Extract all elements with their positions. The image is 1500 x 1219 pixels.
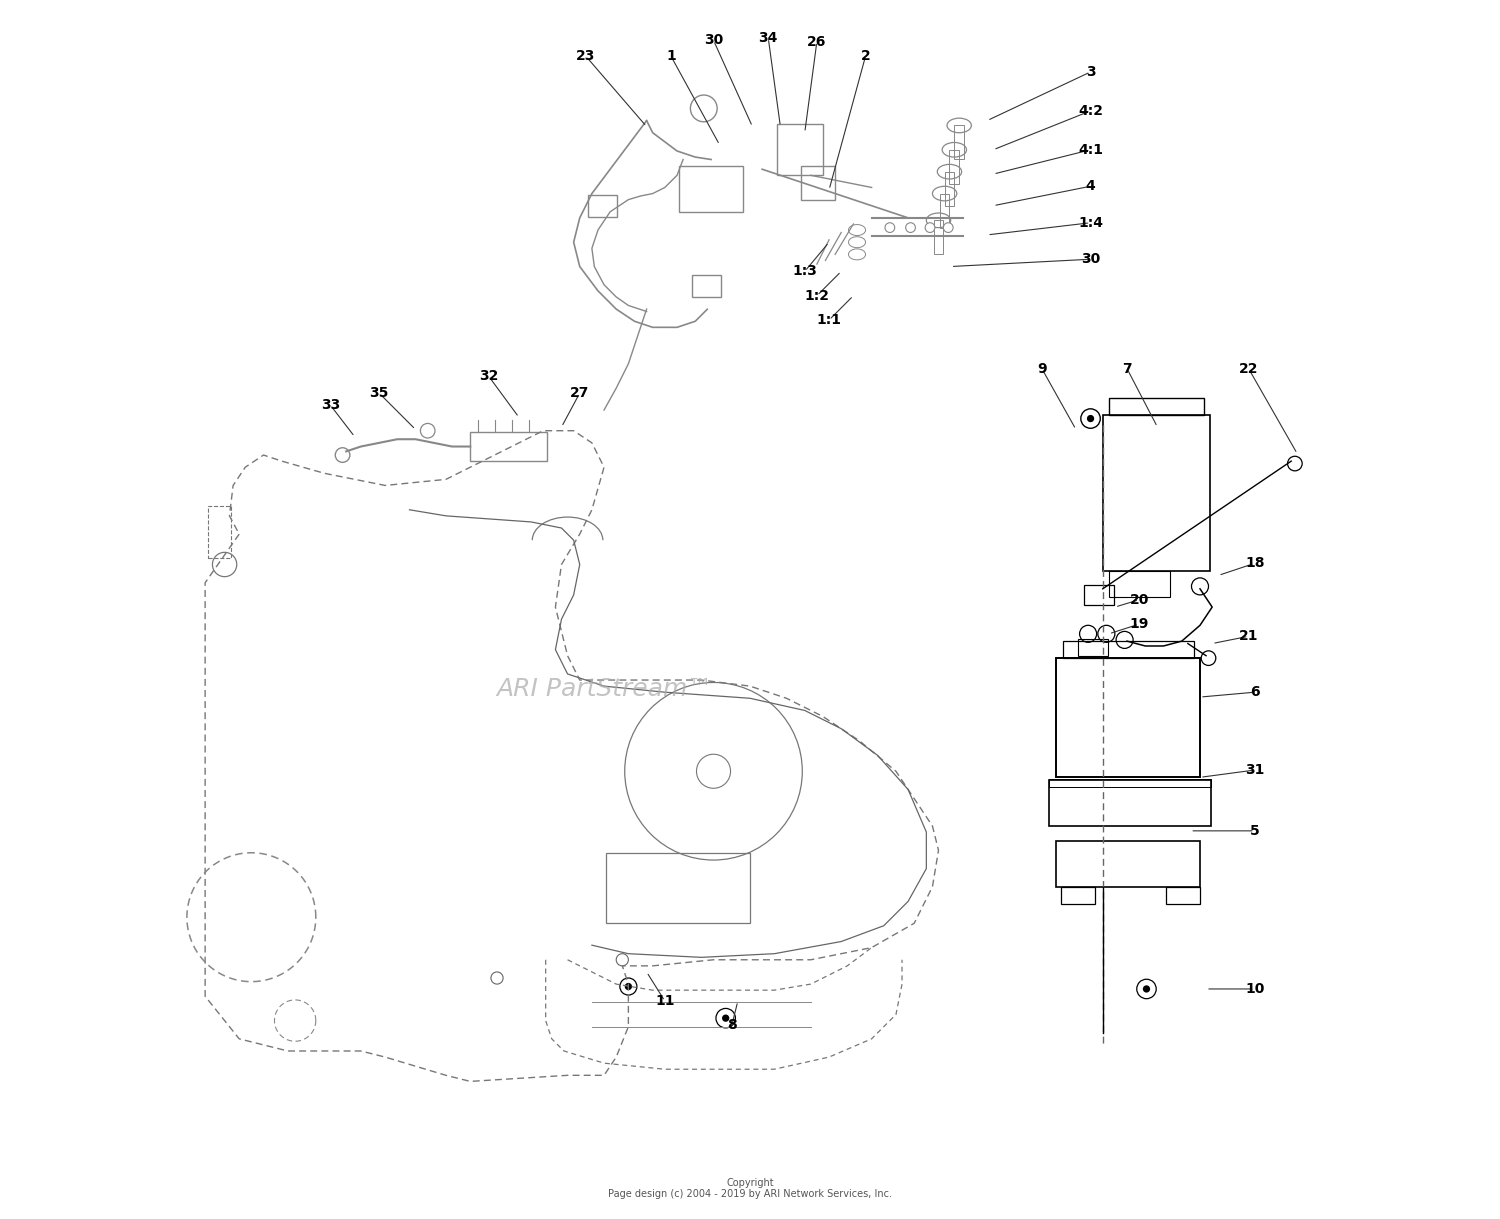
- Bar: [1166, 886, 1200, 903]
- Bar: [950, 150, 958, 184]
- Text: 1:3: 1:3: [792, 265, 818, 278]
- Bar: [1108, 570, 1170, 597]
- Bar: [1056, 658, 1200, 778]
- Text: 33: 33: [321, 399, 340, 412]
- Text: 4:2: 4:2: [1078, 104, 1102, 118]
- Bar: [692, 275, 722, 297]
- Text: 19: 19: [1130, 617, 1149, 631]
- Text: 5: 5: [1250, 824, 1260, 837]
- Text: 26: 26: [807, 34, 826, 49]
- Circle shape: [722, 1014, 729, 1022]
- Bar: [1048, 780, 1211, 826]
- Circle shape: [906, 223, 915, 233]
- Bar: [1102, 414, 1209, 570]
- Text: 20: 20: [1130, 592, 1149, 607]
- Circle shape: [1088, 414, 1094, 422]
- Bar: [1056, 841, 1200, 886]
- Text: 2: 2: [861, 49, 870, 63]
- Text: 27: 27: [570, 386, 590, 400]
- Text: 22: 22: [1239, 362, 1258, 375]
- Bar: [1084, 585, 1113, 605]
- Text: 6: 6: [1250, 685, 1260, 700]
- Bar: [801, 166, 836, 200]
- Text: 30: 30: [1082, 252, 1100, 266]
- Circle shape: [885, 223, 894, 233]
- Text: Copyright
Page design (c) 2004 - 2019 by ARI Network Services, Inc.: Copyright Page design (c) 2004 - 2019 by…: [608, 1178, 892, 1199]
- Bar: [207, 506, 231, 558]
- Text: 31: 31: [1245, 763, 1264, 777]
- Text: 23: 23: [576, 49, 596, 63]
- Text: 8: 8: [728, 1018, 736, 1032]
- Text: 10: 10: [1245, 983, 1264, 996]
- Text: 34: 34: [759, 30, 778, 45]
- Bar: [933, 221, 944, 255]
- Text: 3: 3: [1086, 65, 1095, 79]
- Text: 1:2: 1:2: [804, 289, 830, 302]
- Circle shape: [1143, 985, 1150, 992]
- Text: 1:1: 1:1: [816, 313, 842, 327]
- Bar: [1062, 886, 1095, 903]
- Bar: [954, 126, 964, 160]
- Text: 4: 4: [1086, 179, 1095, 194]
- Bar: [1078, 639, 1107, 656]
- Bar: [471, 432, 548, 461]
- Text: 1: 1: [666, 49, 676, 63]
- Bar: [777, 124, 824, 176]
- Bar: [1062, 641, 1194, 658]
- Text: 32: 32: [478, 369, 498, 383]
- Text: 11: 11: [656, 995, 675, 1008]
- Text: 30: 30: [704, 33, 723, 48]
- Text: 35: 35: [369, 386, 388, 400]
- Circle shape: [926, 223, 934, 233]
- Text: 1:4: 1:4: [1078, 216, 1102, 229]
- Text: 9: 9: [1036, 362, 1047, 375]
- Bar: [588, 195, 618, 217]
- Bar: [939, 194, 950, 228]
- Bar: [680, 166, 742, 212]
- Circle shape: [944, 223, 952, 233]
- Text: 18: 18: [1245, 556, 1264, 570]
- Bar: [1108, 397, 1203, 414]
- Circle shape: [624, 983, 632, 990]
- Text: 7: 7: [1122, 362, 1132, 375]
- Bar: [945, 172, 954, 206]
- Text: ARI PartStream™: ARI PartStream™: [496, 677, 712, 701]
- Text: 21: 21: [1239, 629, 1258, 644]
- Bar: [606, 853, 750, 923]
- Text: 4:1: 4:1: [1078, 143, 1102, 157]
- Bar: [1048, 779, 1211, 787]
